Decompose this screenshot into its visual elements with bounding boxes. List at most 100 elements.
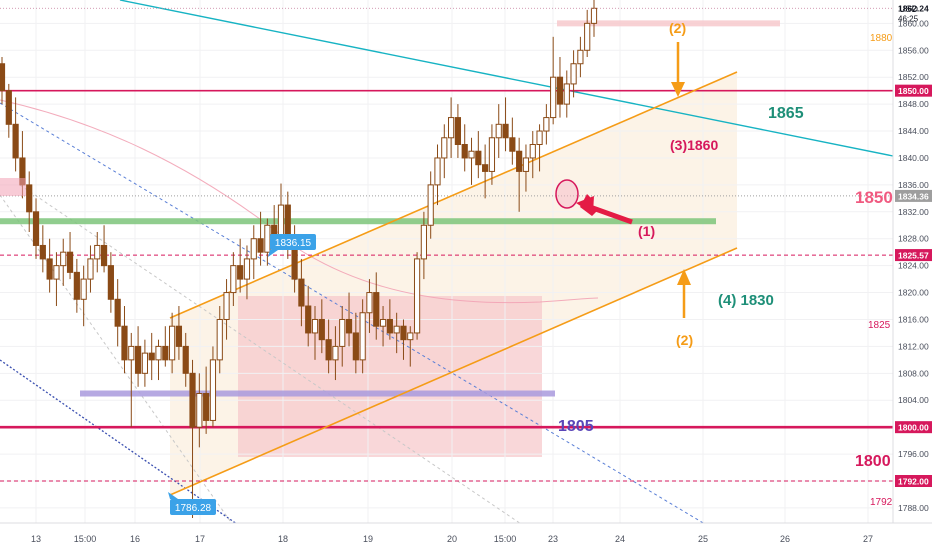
time-tick-label: 15:00 [494, 534, 517, 544]
candle-body [148, 352, 155, 361]
candle-body [359, 312, 366, 361]
candle-body [162, 345, 169, 361]
price-tag-bg [895, 249, 932, 262]
navy-dotted-trendline [0, 359, 261, 541]
candle-body [420, 224, 427, 260]
price-tag-bg [895, 84, 932, 97]
price-tag-bg [895, 421, 932, 434]
level-label: 1792 [870, 497, 893, 508]
candle-body [400, 325, 407, 341]
price-tick-label: 1864.00 [898, 0, 929, 1]
candles [0, 0, 598, 519]
currency-label: USD [899, 4, 919, 14]
candle-body [311, 318, 319, 334]
candle-body [352, 332, 359, 361]
candle-body [563, 83, 570, 105]
candle-body [366, 292, 373, 314]
level-labels: 1880 1865 (3)1860 1850 (4) 1830 1825 1805 1800 1… [558, 33, 893, 508]
candle-body [332, 345, 339, 361]
candle-body [87, 258, 94, 280]
time-tick-label: 18 [278, 534, 288, 544]
candle-body [454, 117, 462, 146]
price-tag-label: 1850.00 [898, 86, 929, 96]
candle-body [318, 318, 325, 341]
highlights [0, 178, 579, 209]
candle-body [509, 137, 516, 152]
price-tick-label: 1856.00 [898, 45, 929, 55]
blue-dashed-trendline [0, 102, 716, 531]
price-tick-label: 1808.00 [898, 368, 929, 378]
candle-body [128, 345, 135, 361]
orange-arrow-up-head [677, 269, 691, 285]
candle-body [461, 144, 468, 159]
candle-body [155, 345, 162, 361]
candle-body [468, 150, 475, 159]
candle-body [60, 251, 67, 267]
callout-label: 1786.28 [175, 503, 212, 514]
candle-body [427, 184, 434, 226]
grey-dashed-trendline [19, 184, 531, 531]
price-tick-label: 1848.00 [898, 99, 929, 109]
candle-body [590, 7, 598, 24]
candle-body [298, 278, 305, 307]
level-band [80, 390, 555, 397]
candle-body [169, 325, 176, 361]
price-tick-label: 1844.00 [898, 126, 929, 136]
candle-body [121, 325, 128, 361]
level-label: (4) 1830 [718, 292, 774, 309]
price-tag-label: 1834.36 [898, 191, 929, 201]
callout-box [270, 234, 316, 250]
time-tick-label: 15:00 [74, 534, 97, 544]
candle-body [475, 150, 482, 166]
price-axis-bg [893, 0, 932, 550]
arrows [576, 42, 691, 318]
time-tick-label: 27 [863, 534, 873, 544]
level-label: 1865 [768, 105, 804, 122]
candle-body [556, 76, 564, 105]
candle-body [46, 258, 53, 280]
candle-body [182, 345, 189, 374]
price-tag-label: 1825.57 [898, 251, 929, 261]
candle-body [522, 157, 530, 172]
candle-body [339, 318, 346, 347]
price-tick-label: 1796.00 [898, 449, 929, 459]
candle-body [584, 22, 591, 51]
candle-body [216, 318, 223, 361]
time-tick-label: 13 [31, 534, 41, 544]
price-tick-label: 1816.00 [898, 314, 929, 324]
countdown-label: 46:25 [898, 14, 919, 23]
callout-pointer [268, 250, 278, 257]
candle-body [393, 325, 400, 334]
time-tick-label: 16 [130, 534, 140, 544]
level-label: 1805 [558, 418, 594, 435]
candle-body [488, 137, 496, 172]
price-tick-label: 1824.00 [898, 261, 929, 271]
candle-body [577, 49, 584, 65]
candle-body [203, 393, 210, 421]
candle-body [175, 325, 183, 347]
candle-body [39, 244, 46, 260]
candle-body [529, 144, 536, 159]
price-tag-bg [895, 189, 932, 202]
level-label: 1880 [870, 33, 893, 44]
price-tag-label: 1792.00 [898, 477, 929, 487]
annotation-label: (2) [669, 20, 686, 36]
price-channel [169, 71, 738, 496]
time-axis: 13 15:00 16 17 18 19 20 15:00 23 24 25 26 27 [0, 522, 932, 550]
candle-body [26, 184, 33, 213]
channel-lower-line [169, 247, 738, 496]
candle-body [570, 63, 577, 85]
callout-box [170, 499, 216, 515]
candle-body [495, 123, 502, 139]
candle-body [230, 265, 237, 294]
candle-body [73, 271, 80, 300]
price-tick-label: 1820.00 [898, 288, 929, 298]
candle-body [434, 157, 441, 186]
candle-body [325, 339, 332, 361]
channel-upper-line [169, 71, 738, 319]
candle-body [379, 318, 387, 327]
candle-body [5, 90, 12, 125]
candle-body [12, 123, 19, 159]
candle-body [550, 76, 557, 119]
